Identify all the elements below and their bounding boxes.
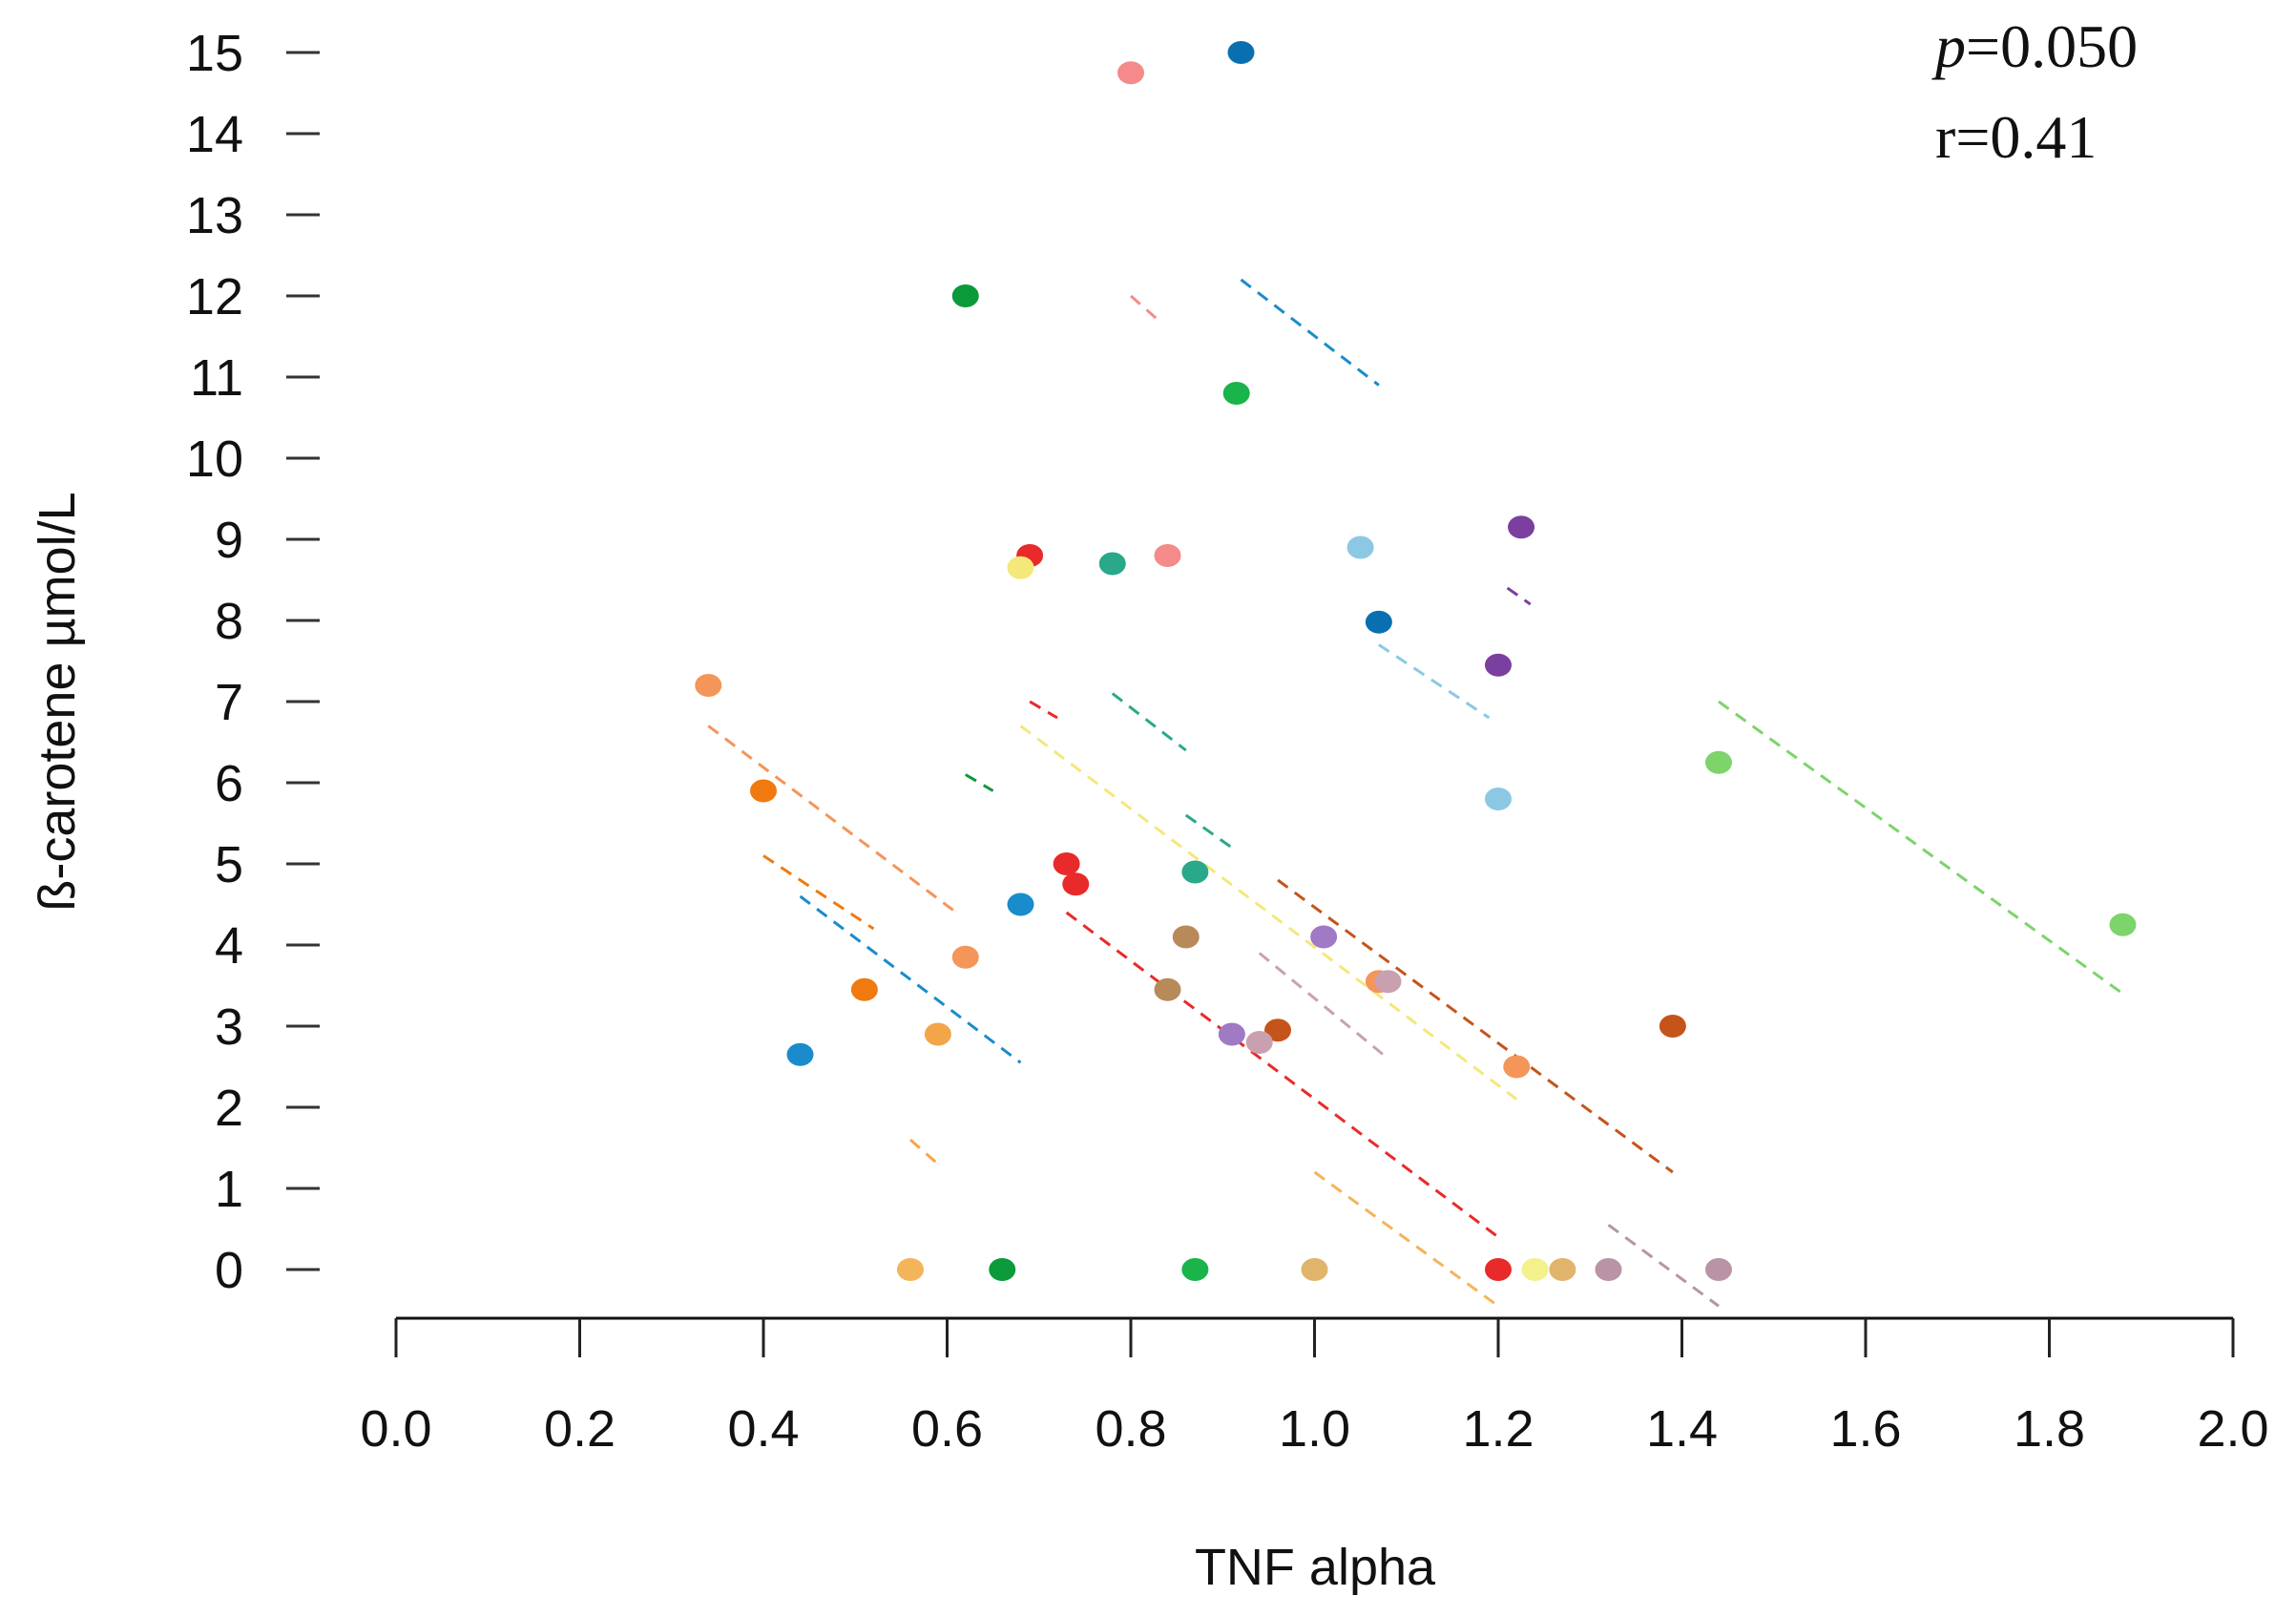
data-point — [1007, 556, 1034, 579]
y-tick-label: 0 — [215, 1242, 243, 1299]
dashed-fit-line — [964, 773, 994, 792]
data-point — [951, 284, 979, 307]
data-point — [1181, 860, 1209, 884]
data-point — [1549, 1258, 1576, 1281]
y-tick-label: 6 — [215, 755, 243, 812]
data-point — [897, 1258, 924, 1281]
data-point — [951, 945, 979, 969]
dashed-fit-line — [799, 894, 1022, 1064]
dashed-fit-line — [707, 724, 958, 914]
dashed-fit-line — [1258, 952, 1389, 1060]
x-tick-label: 1.8 — [2014, 1400, 2085, 1458]
data-point — [1595, 1258, 1622, 1281]
data-point — [1705, 1258, 1732, 1281]
data-point — [1485, 788, 1512, 810]
x-tick-label: 0.6 — [911, 1400, 983, 1458]
data-point — [1053, 852, 1080, 875]
r-value-annotation: r=0.41 — [1935, 103, 2097, 171]
data-point — [1062, 872, 1090, 896]
dashed-fit-line — [1240, 278, 1380, 387]
dashed-fit-line — [1111, 692, 1187, 752]
x-tick-label: 0.0 — [360, 1400, 431, 1458]
data-point — [1485, 653, 1512, 677]
dashed-fit-line — [1718, 700, 2124, 996]
axes: 0.0 0.2 0.4 0.6 0.8 1.0 1.2 1.4 1.6 1.8 2.0 012345… — [186, 25, 2269, 1458]
y-tick-label: 7 — [215, 674, 243, 731]
data-point — [1374, 970, 1402, 994]
y-tick-label: 9 — [215, 512, 243, 569]
x-tick-label: 0.4 — [727, 1400, 799, 1458]
x-tick-label: 1.0 — [1279, 1400, 1350, 1458]
y-tick-label: 4 — [215, 917, 243, 975]
dashed-fit-line — [1130, 294, 1159, 322]
y-tick-label: 11 — [190, 349, 243, 407]
data-point — [1218, 1022, 1245, 1046]
p-symbol: p — [1931, 12, 1966, 80]
data-point — [1181, 1258, 1209, 1281]
dashed-fit-line — [1378, 643, 1491, 720]
y-axis-title: ß-carotene µmol/L — [29, 492, 86, 911]
dashed-fit-line — [762, 854, 875, 931]
data-point — [1346, 536, 1374, 559]
data-points — [695, 41, 2137, 1281]
data-point — [1245, 1031, 1273, 1054]
x-tick-label: 0.8 — [1095, 1400, 1166, 1458]
dashed-fit-line — [909, 1138, 939, 1166]
y-tick-label: 3 — [215, 998, 243, 1056]
x-tick-label: 1.4 — [1646, 1400, 1718, 1458]
p-value: =0.050 — [1966, 12, 2138, 80]
y-tick-label: 14 — [186, 106, 243, 163]
dashed-fit-line — [1065, 911, 1499, 1239]
data-point — [1227, 41, 1255, 64]
data-point — [1659, 1015, 1686, 1038]
dashed-fit-line — [1506, 586, 1532, 606]
data-point — [1007, 892, 1034, 916]
data-point — [750, 779, 777, 803]
y-tick-label: 13 — [186, 187, 243, 244]
y-tick-label: 15 — [186, 25, 243, 82]
y-tick-label: 2 — [215, 1080, 243, 1137]
data-point — [1310, 925, 1338, 949]
dashed-fit-line — [1184, 813, 1233, 850]
y-tick-label: 5 — [215, 836, 243, 893]
data-point — [989, 1258, 1016, 1281]
dashed-fit-line — [1029, 700, 1058, 720]
data-point — [1172, 925, 1200, 949]
data-point — [1365, 610, 1392, 634]
data-point — [1301, 1258, 1328, 1281]
data-point — [1117, 61, 1144, 85]
data-point — [1485, 1258, 1512, 1281]
data-point — [1508, 515, 1535, 539]
data-point — [786, 1042, 814, 1066]
dashed-fit-line — [1607, 1224, 1720, 1308]
data-point — [1154, 544, 1181, 567]
data-point — [1264, 1018, 1291, 1042]
y-tick-label: 8 — [215, 593, 243, 650]
data-point — [2109, 913, 2137, 936]
dashed-fit-line — [1313, 1170, 1499, 1308]
data-point — [1098, 552, 1126, 576]
data-point — [1503, 1055, 1531, 1079]
y-tick-label: 10 — [186, 430, 243, 488]
data-point — [1521, 1258, 1549, 1281]
data-point — [1705, 750, 1732, 774]
x-axis-ticks: 0.0 0.2 0.4 0.6 0.8 1.0 1.2 1.4 1.6 1.8 2.0 — [360, 1318, 2269, 1458]
x-tick-label: 0.2 — [544, 1400, 616, 1458]
data-point — [924, 1022, 951, 1046]
p-value-annotation: p=0.050 — [1931, 12, 2138, 80]
data-point — [695, 674, 722, 697]
x-tick-label: 2.0 — [2197, 1400, 2268, 1458]
x-tick-label: 1.2 — [1462, 1400, 1534, 1458]
y-tick-label: 1 — [215, 1161, 243, 1218]
dashed-fit-line — [1277, 878, 1674, 1174]
data-point — [1154, 977, 1181, 1001]
data-point — [850, 977, 878, 1001]
y-tick-label: 12 — [186, 268, 243, 326]
x-axis-title: TNF alpha — [1195, 1539, 1436, 1596]
dashed-fit-lines — [707, 278, 2124, 1308]
data-point — [1222, 382, 1250, 405]
x-tick-label: 1.6 — [1829, 1400, 1901, 1458]
